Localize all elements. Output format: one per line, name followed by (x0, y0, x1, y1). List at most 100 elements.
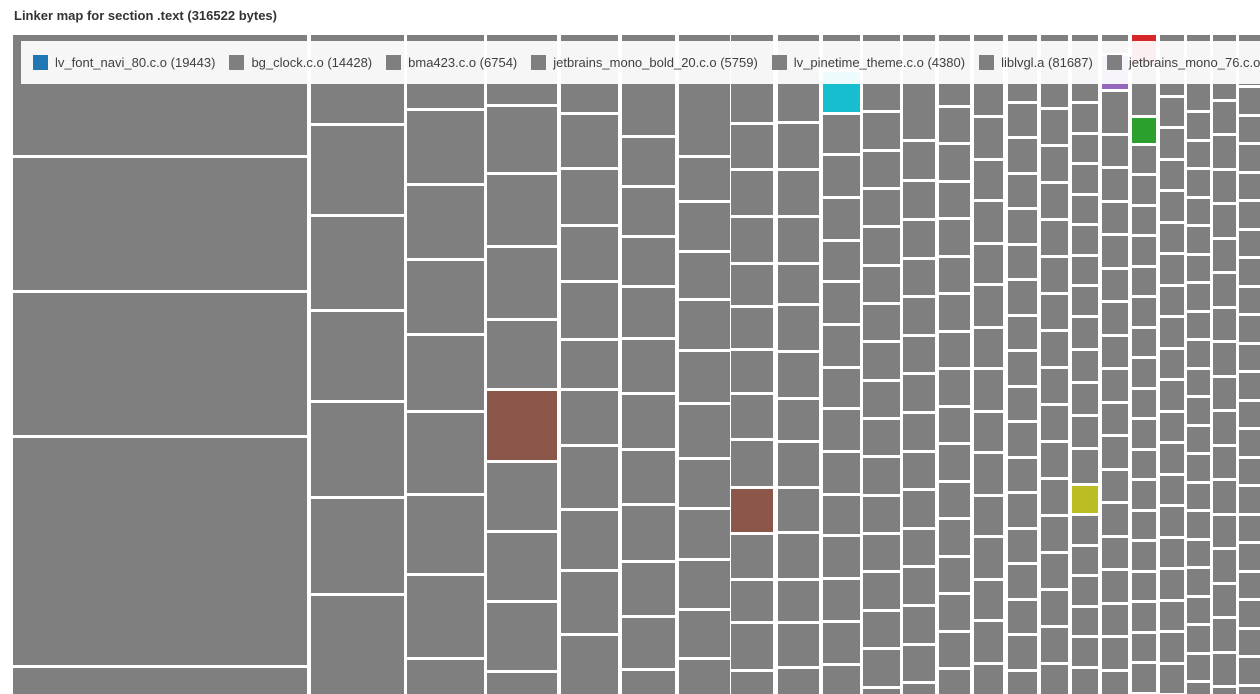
treemap-block[interactable] (1102, 370, 1128, 401)
treemap-block[interactable] (903, 530, 935, 565)
treemap-block[interactable] (622, 188, 675, 235)
treemap-block[interactable] (863, 650, 900, 686)
treemap-block[interactable] (939, 595, 970, 630)
treemap-block[interactable] (1102, 236, 1128, 267)
treemap-block[interactable] (561, 391, 618, 444)
treemap-block[interactable] (823, 453, 860, 493)
treemap-block[interactable] (731, 395, 773, 438)
treemap-block[interactable] (1102, 92, 1128, 133)
treemap-block[interactable] (863, 535, 900, 570)
treemap-block[interactable] (863, 420, 900, 455)
treemap-block[interactable] (1072, 516, 1098, 544)
treemap-block[interactable] (1239, 487, 1260, 513)
treemap-block[interactable] (1187, 313, 1210, 338)
treemap-block[interactable] (863, 573, 900, 609)
treemap-block[interactable] (1072, 135, 1098, 162)
treemap-block[interactable] (1132, 664, 1156, 692)
treemap-block[interactable] (622, 340, 675, 392)
treemap-block[interactable] (561, 447, 618, 508)
treemap-block[interactable] (778, 353, 819, 397)
treemap-block[interactable] (1041, 517, 1068, 551)
treemap-block[interactable] (903, 221, 935, 257)
treemap-block[interactable] (1213, 309, 1236, 340)
treemap-block[interactable] (1102, 571, 1128, 602)
treemap-block[interactable] (1239, 601, 1260, 627)
treemap-block[interactable] (1187, 199, 1210, 224)
treemap-block[interactable] (903, 414, 935, 450)
treemap-block[interactable] (1213, 447, 1236, 478)
treemap-block[interactable] (679, 405, 730, 457)
treemap-block[interactable] (1187, 484, 1210, 509)
treemap-block[interactable] (778, 124, 819, 168)
treemap-block[interactable] (1072, 226, 1098, 254)
treemap-block[interactable] (1239, 145, 1260, 171)
treemap-block[interactable] (1239, 658, 1260, 684)
brown-highlight-block[interactable] (731, 489, 773, 532)
treemap-block[interactable] (1041, 184, 1068, 218)
treemap-block[interactable] (1072, 165, 1098, 193)
treemap-block[interactable] (778, 265, 819, 303)
treemap-block[interactable] (1160, 192, 1184, 221)
treemap-block[interactable] (1239, 231, 1260, 256)
treemap-block[interactable] (974, 413, 1003, 451)
treemap-block[interactable] (622, 563, 675, 615)
treemap-block[interactable] (1160, 633, 1184, 662)
treemap-block[interactable] (863, 458, 900, 494)
treemap-block[interactable] (1160, 570, 1184, 599)
treemap-block[interactable] (311, 403, 404, 496)
treemap-block[interactable] (939, 670, 970, 694)
treemap-block[interactable] (561, 511, 618, 569)
treemap-block[interactable] (407, 660, 484, 694)
treemap-block[interactable] (1213, 619, 1236, 651)
treemap-block[interactable] (1041, 258, 1068, 292)
treemap-block[interactable] (1132, 390, 1156, 417)
treemap-block[interactable] (1102, 203, 1128, 233)
treemap-block[interactable] (1072, 287, 1098, 315)
treemap-block[interactable] (1008, 423, 1037, 456)
treemap-block[interactable] (1102, 437, 1128, 468)
treemap-block[interactable] (1239, 573, 1260, 598)
treemap-block[interactable] (1213, 481, 1236, 513)
treemap-block[interactable] (407, 186, 484, 258)
treemap-block[interactable] (731, 171, 773, 215)
treemap-block[interactable] (1008, 388, 1037, 420)
treemap-block[interactable] (1239, 316, 1260, 342)
treemap-block[interactable] (1072, 450, 1098, 483)
treemap-block[interactable] (311, 217, 404, 309)
treemap-block[interactable] (939, 108, 970, 142)
treemap-block[interactable] (487, 603, 557, 670)
treemap-block[interactable] (974, 538, 1003, 578)
treemap-block[interactable] (1213, 240, 1236, 271)
treemap-block[interactable] (1213, 136, 1236, 168)
brown-highlight-block[interactable] (487, 391, 557, 460)
treemap-block[interactable] (1187, 398, 1210, 424)
treemap-block[interactable] (731, 218, 773, 262)
treemap-block[interactable] (1213, 585, 1236, 616)
treemap-block[interactable] (1132, 146, 1156, 173)
treemap-block[interactable] (1213, 412, 1236, 444)
treemap-block[interactable] (1008, 565, 1037, 598)
treemap-block[interactable] (1187, 284, 1210, 310)
treemap-block[interactable] (311, 499, 404, 593)
treemap-block[interactable] (939, 633, 970, 667)
treemap-block[interactable] (311, 126, 404, 214)
treemap-block[interactable] (903, 142, 935, 179)
treemap-block[interactable] (1239, 174, 1260, 199)
treemap-block[interactable] (1072, 608, 1098, 635)
treemap-block[interactable] (863, 689, 900, 694)
treemap-block[interactable] (679, 301, 730, 349)
treemap-block[interactable] (1132, 603, 1156, 631)
treemap-block[interactable] (1239, 630, 1260, 655)
treemap-block[interactable] (1187, 569, 1210, 595)
treemap-block[interactable] (1041, 628, 1068, 662)
treemap-block[interactable] (487, 533, 557, 600)
treemap-block[interactable] (823, 242, 860, 280)
treemap-block[interactable] (974, 370, 1003, 410)
treemap-block[interactable] (863, 382, 900, 417)
treemap-block[interactable] (622, 138, 675, 185)
treemap-block[interactable] (487, 321, 557, 388)
treemap-block[interactable] (1213, 274, 1236, 306)
treemap-block[interactable] (903, 568, 935, 604)
treemap-block[interactable] (1008, 601, 1037, 633)
treemap-block[interactable] (731, 672, 773, 694)
